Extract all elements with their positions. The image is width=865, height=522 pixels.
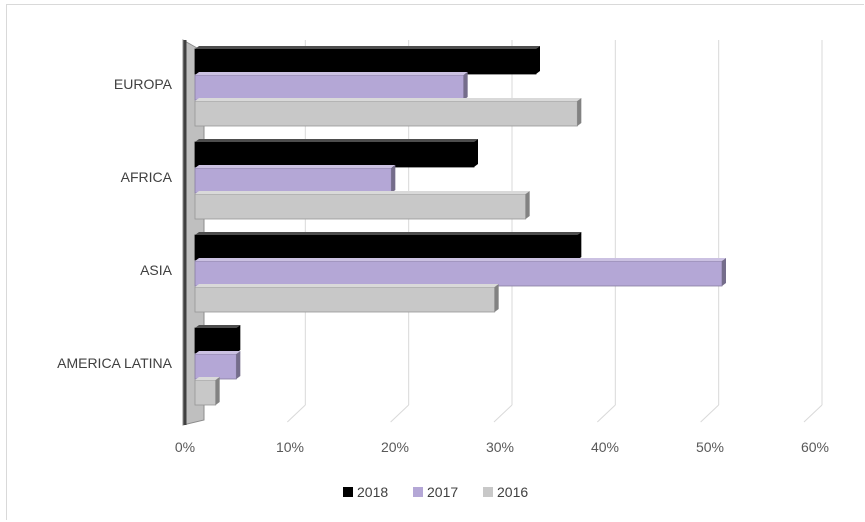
x-tick-label: 50%	[696, 439, 724, 455]
chart-frame	[6, 4, 864, 520]
category-label: AFRICA	[121, 169, 173, 185]
x-tick-label: 40%	[591, 439, 619, 455]
bar-2018-america-latina	[194, 327, 237, 354]
bar-2016-america-latina	[194, 379, 217, 406]
legend-label-2017: 2017	[427, 484, 458, 500]
gridline-foot	[596, 404, 616, 423]
category-label: EUROPA	[114, 76, 173, 92]
bar-end	[577, 232, 582, 260]
bar-2018-europa	[194, 48, 537, 75]
bar-top	[195, 232, 582, 235]
bar-top	[195, 191, 530, 194]
legend-swatch-2016	[483, 487, 493, 497]
bar-top	[195, 377, 220, 380]
bar-2016-europa	[194, 100, 578, 127]
bar-top	[195, 284, 499, 287]
category-label: AMERICA LATINA	[57, 355, 173, 371]
bar-2018-africa	[194, 141, 475, 168]
bar-end	[525, 191, 530, 219]
gridline-foot	[390, 404, 410, 423]
bar-end	[391, 165, 396, 193]
bar-top	[195, 98, 582, 101]
bar-top	[195, 72, 468, 75]
bar-end	[536, 46, 540, 74]
gridline-foot	[803, 404, 823, 423]
gridline-foot	[700, 404, 720, 423]
bar-end	[722, 258, 726, 286]
category-label: ASIA	[140, 262, 173, 278]
gridline-foot	[286, 404, 306, 423]
x-tick-label: 10%	[276, 439, 304, 455]
bar-end	[215, 377, 220, 405]
bar-end	[236, 351, 241, 379]
gridline-foot	[493, 404, 513, 423]
bar-top	[195, 165, 396, 168]
bar-2016-asia	[194, 286, 496, 313]
x-tick-label: 0%	[175, 439, 195, 455]
legend-swatch-2018	[343, 487, 353, 497]
bar-2017-asia	[194, 260, 723, 287]
bar-end	[236, 325, 241, 353]
bar-2017-europa	[194, 74, 465, 101]
bar-top	[195, 46, 540, 49]
bar-end	[474, 139, 478, 167]
x-tick-label: 60%	[801, 439, 829, 455]
bar-end	[577, 98, 582, 126]
bar-top	[195, 351, 241, 354]
bar-2017-africa	[194, 167, 392, 194]
bar-2016-africa	[194, 193, 527, 220]
bar-end	[494, 284, 499, 312]
x-tick-label: 20%	[381, 439, 409, 455]
bar-2017-america-latina	[194, 353, 237, 380]
legend-label-2018: 2018	[357, 484, 388, 500]
bar-top	[195, 139, 478, 142]
x-tick-label: 30%	[486, 439, 514, 455]
bar-top	[195, 258, 726, 261]
legend-swatch-2017	[413, 487, 423, 497]
legend-label-2016: 2016	[497, 484, 528, 500]
bar-2018-asia	[194, 234, 578, 261]
bar-end	[463, 72, 468, 100]
bar-top	[195, 325, 241, 328]
